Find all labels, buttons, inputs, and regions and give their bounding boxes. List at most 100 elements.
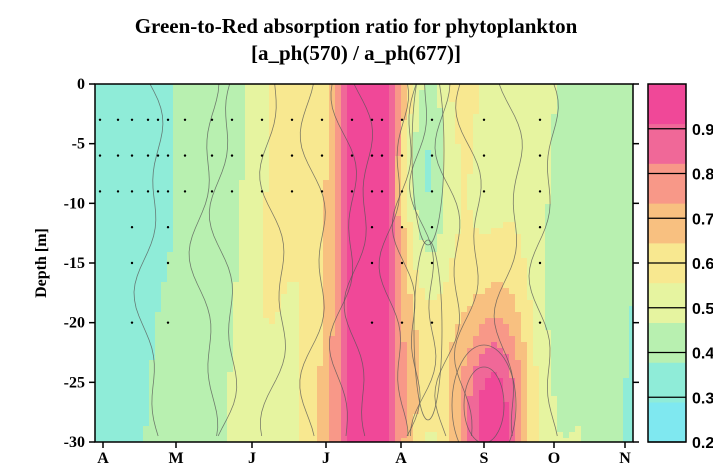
heatmap-cell — [557, 402, 564, 409]
heatmap-cell — [461, 84, 468, 91]
heatmap-cell — [329, 210, 336, 217]
heatmap-cell — [305, 312, 312, 319]
heatmap-cell — [557, 384, 564, 391]
heatmap-cell — [227, 396, 234, 403]
heatmap-cell — [605, 396, 612, 403]
heatmap-cell — [569, 126, 576, 133]
heatmap-cell — [383, 264, 390, 271]
heatmap-cell — [485, 144, 492, 151]
heatmap-cell — [311, 252, 318, 259]
heatmap-cell — [359, 258, 366, 265]
heatmap-cell — [347, 294, 354, 301]
heatmap-cell — [587, 270, 594, 277]
heatmap-cell — [419, 366, 426, 373]
heatmap-cell — [557, 126, 564, 133]
heatmap-cell — [539, 138, 546, 145]
heatmap-cell — [575, 168, 582, 175]
heatmap-cell — [581, 204, 588, 211]
heatmap-cell — [629, 90, 633, 97]
heatmap-cell — [131, 198, 138, 205]
heatmap-cell — [545, 264, 552, 271]
heatmap-cell — [467, 186, 474, 193]
heatmap-cell — [185, 396, 192, 403]
heatmap-cell — [167, 126, 174, 133]
heatmap-cell — [125, 330, 132, 337]
heatmap-cell — [395, 306, 402, 313]
heatmap-cell — [455, 222, 462, 229]
heatmap-cell — [233, 414, 240, 421]
heatmap-cell — [563, 276, 570, 283]
heatmap-cell — [281, 300, 288, 307]
heatmap-cell — [371, 84, 378, 91]
heatmap-cell — [557, 300, 564, 307]
heatmap-cell — [407, 264, 414, 271]
heatmap-cell — [197, 402, 204, 409]
heatmap-cell — [371, 204, 378, 211]
heatmap-cell — [485, 324, 492, 331]
heatmap-cell — [209, 270, 216, 277]
heatmap-cell — [107, 198, 114, 205]
heatmap-cell — [269, 306, 276, 313]
heatmap-cell — [371, 312, 378, 319]
heatmap-cell — [125, 300, 132, 307]
heatmap-cell — [617, 294, 624, 301]
heatmap-cell — [305, 396, 312, 403]
heatmap-cell — [425, 270, 432, 277]
heatmap-cell — [119, 84, 126, 91]
heatmap-cell — [251, 282, 258, 289]
heatmap-cell — [425, 192, 432, 199]
heatmap-cell — [605, 282, 612, 289]
heatmap-cell — [227, 120, 234, 127]
heatmap-cell — [125, 288, 132, 295]
heatmap-cell — [113, 372, 120, 379]
heatmap-cell — [209, 180, 216, 187]
heatmap-cell — [533, 282, 540, 289]
heatmap-cell — [299, 390, 306, 397]
heatmap-cell — [275, 234, 282, 241]
heatmap-cell — [245, 180, 252, 187]
heatmap-cell — [191, 180, 198, 187]
heatmap-cell — [101, 258, 108, 265]
heatmap-cell — [305, 222, 312, 229]
heatmap-cell — [521, 264, 528, 271]
heatmap-cell — [629, 324, 633, 331]
heatmap-cell — [509, 246, 516, 253]
heatmap-cell — [425, 150, 432, 157]
heatmap-cell — [281, 252, 288, 259]
heatmap-cell — [131, 120, 138, 127]
heatmap-cell — [101, 414, 108, 421]
heatmap-cell — [239, 360, 246, 367]
heatmap-cell — [269, 144, 276, 151]
heatmap-cell — [371, 264, 378, 271]
heatmap-cell — [581, 336, 588, 343]
heatmap-cell — [95, 366, 102, 373]
heatmap-cell — [173, 240, 180, 247]
heatmap-cell — [233, 180, 240, 187]
heatmap-cell — [251, 246, 258, 253]
heatmap-cell — [185, 90, 192, 97]
heatmap-cell — [323, 174, 330, 181]
heatmap-cell — [587, 348, 594, 355]
heatmap-cell — [425, 312, 432, 319]
heatmap-cell — [197, 384, 204, 391]
heatmap-cell — [515, 96, 522, 103]
heatmap-cell — [245, 384, 252, 391]
heatmap-cell — [503, 84, 510, 91]
heatmap-cell — [95, 336, 102, 343]
heatmap-cell — [551, 84, 558, 91]
heatmap-cell — [119, 372, 126, 379]
heatmap-cell — [395, 372, 402, 379]
heatmap-cell — [431, 222, 438, 229]
heatmap-cell — [389, 330, 396, 337]
heatmap-cell — [443, 384, 450, 391]
heatmap-cell — [413, 174, 420, 181]
heatmap-cell — [287, 186, 294, 193]
heatmap-cell — [557, 192, 564, 199]
heatmap-cell — [443, 354, 450, 361]
heatmap-cell — [365, 198, 372, 205]
heatmap-cell — [287, 114, 294, 121]
heatmap-cell — [491, 354, 498, 361]
heatmap-cell — [95, 150, 102, 157]
heatmap-cell — [119, 156, 126, 163]
heatmap-cell — [293, 258, 300, 265]
